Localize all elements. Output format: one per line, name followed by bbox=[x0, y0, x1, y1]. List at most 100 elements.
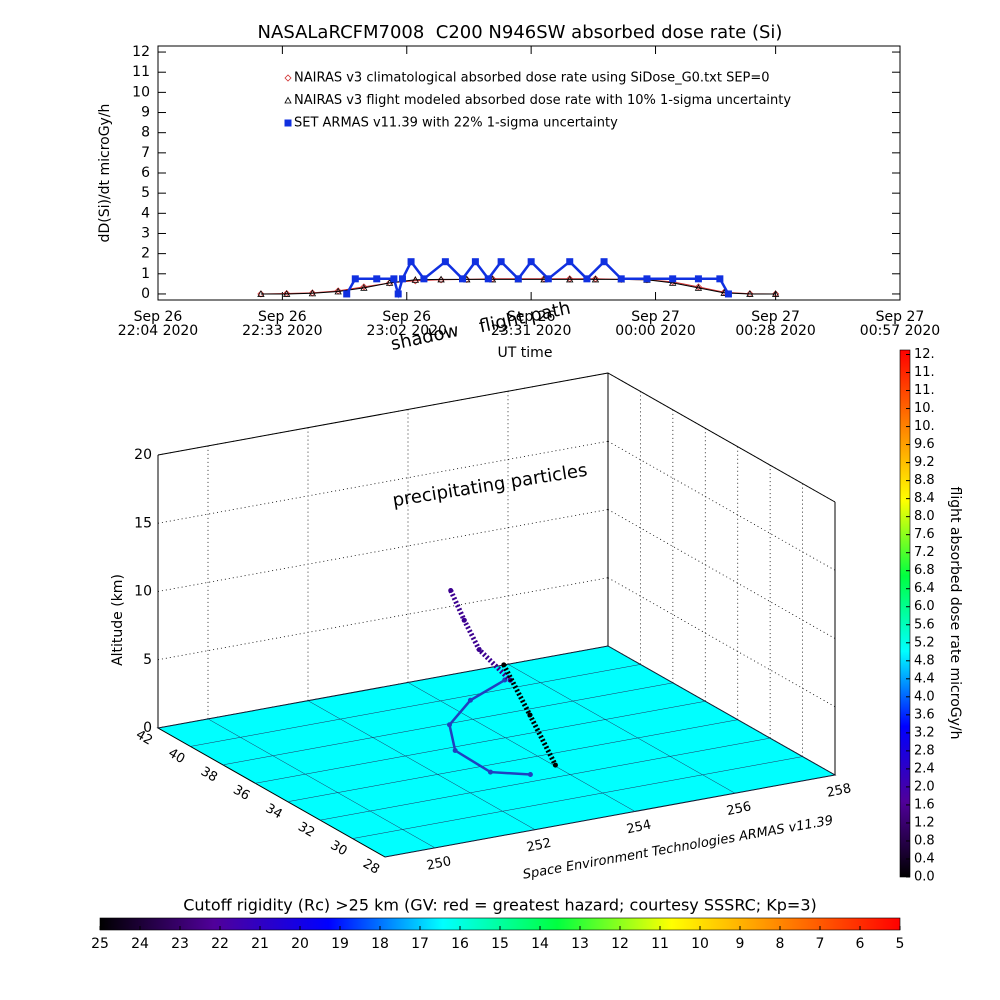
y-tick-label: 10 bbox=[132, 84, 150, 100]
marker bbox=[420, 275, 428, 283]
flight-path bbox=[448, 589, 513, 683]
marker bbox=[471, 258, 479, 266]
lon-tick-label: 258 bbox=[825, 781, 852, 801]
colorbar bbox=[899, 349, 911, 878]
legend-marker bbox=[284, 119, 292, 127]
colorbar-tick-label: 9.6 bbox=[914, 437, 935, 452]
legend-label: NAIRAS v3 flight modeled absorbed dose r… bbox=[294, 93, 791, 108]
x-axis-label: UT time bbox=[498, 345, 553, 361]
marker bbox=[437, 275, 445, 283]
y-tick-label: 3 bbox=[141, 225, 150, 241]
x-tick-label: Sep 26 bbox=[258, 309, 307, 325]
marker bbox=[385, 279, 394, 286]
floor-grid-line bbox=[407, 682, 636, 812]
colorbar-tick-label: 18 bbox=[371, 936, 389, 952]
floor-grid-line bbox=[352, 756, 803, 839]
marker bbox=[694, 275, 702, 283]
y-tick-label: 2 bbox=[141, 246, 150, 262]
marker bbox=[334, 287, 342, 295]
axis-line bbox=[607, 372, 836, 503]
marker bbox=[617, 275, 625, 283]
floor-grid-line bbox=[507, 664, 736, 794]
colorbar-tick-label: 9 bbox=[736, 936, 745, 952]
marker bbox=[694, 283, 702, 291]
lat-tick-label: 40 bbox=[166, 746, 188, 767]
colorbar-tick-label: 12. bbox=[914, 347, 935, 362]
floor-grid-line bbox=[207, 718, 436, 849]
path-point bbox=[467, 697, 473, 703]
y-tick-label: 4 bbox=[141, 205, 150, 221]
x-tick-label: Sep 26 bbox=[134, 309, 183, 325]
lat-tick-label: 42 bbox=[133, 727, 155, 748]
lon-tick-label: 250 bbox=[425, 854, 452, 874]
floor-grid-line bbox=[157, 645, 609, 729]
y-tick-label: 7 bbox=[141, 145, 150, 161]
path-point bbox=[501, 662, 507, 668]
colorbar-tick-label: 4.4 bbox=[914, 671, 935, 686]
colorbar-tick-label: 7.2 bbox=[914, 545, 935, 560]
lat-tick-label: 38 bbox=[198, 764, 220, 785]
marker bbox=[591, 275, 600, 283]
y-tick-label: 5 bbox=[141, 185, 150, 201]
marker bbox=[771, 290, 780, 297]
marker bbox=[373, 275, 381, 283]
floor-grid-line bbox=[307, 700, 536, 830]
z-tick-label: 5 bbox=[143, 652, 152, 668]
colorbar-title: Cutoff rigidity (Rc) >25 km (GV: red = g… bbox=[183, 896, 817, 915]
marker bbox=[282, 290, 291, 297]
marker bbox=[394, 290, 402, 298]
y-tick-label: 8 bbox=[141, 125, 150, 141]
legend-label: SET ARMAS v11.39 with 22% 1-sigma uncert… bbox=[294, 116, 618, 131]
grid-line bbox=[607, 440, 836, 571]
colorbar-tick-label: 0.4 bbox=[914, 851, 935, 866]
lat-tick-label: 36 bbox=[230, 783, 252, 804]
x-tick-label: 00:57 2020 bbox=[860, 323, 940, 339]
colorbar-tick-label: 16 bbox=[451, 936, 469, 952]
marker bbox=[583, 275, 591, 283]
marker bbox=[411, 276, 420, 283]
colorbar-tick-label: 15 bbox=[491, 936, 509, 952]
y-tick-label: 0 bbox=[141, 286, 150, 302]
colorbar-tick-label: 25 bbox=[91, 936, 109, 952]
colorbar-tick-label: 2.4 bbox=[914, 761, 935, 776]
colorbar-tick-label: 19 bbox=[331, 936, 349, 952]
x-tick-label: Sep 27 bbox=[876, 309, 925, 325]
colorbar-tick-label: 4.8 bbox=[914, 653, 935, 668]
colorbar-tick-label: 3.2 bbox=[914, 725, 935, 740]
floor bbox=[156, 645, 837, 858]
legend-label: NAIRAS v3 climatological absorbed dose r… bbox=[294, 71, 770, 86]
series bbox=[343, 258, 732, 299]
marker bbox=[441, 258, 449, 266]
z-tick-label: 20 bbox=[134, 447, 152, 463]
marker bbox=[390, 275, 398, 283]
chart-title: NASALaRCFM7008 C200 N946SW absorbed dose… bbox=[258, 22, 783, 43]
colorbar-tick-label: 2.0 bbox=[914, 779, 935, 794]
path-point bbox=[448, 587, 454, 593]
shadow bbox=[448, 678, 531, 776]
x-tick-label: 00:28 2020 bbox=[735, 323, 815, 339]
colorbar-tick-label: 5 bbox=[896, 936, 905, 952]
marker bbox=[566, 275, 574, 283]
colorbar-tick-label: 0.8 bbox=[914, 833, 935, 848]
colorbar-tick-label: 1.2 bbox=[914, 815, 935, 830]
marker bbox=[716, 275, 724, 283]
y-tick-label: 11 bbox=[132, 64, 150, 80]
floor-grid-line bbox=[384, 774, 836, 858]
x-tick-label: 22:04 2020 bbox=[118, 323, 198, 339]
x-tick-label: Sep 27 bbox=[751, 309, 800, 325]
colorbar-tick-label: 5.2 bbox=[914, 635, 935, 650]
floor-grid-line bbox=[607, 645, 836, 776]
marker bbox=[566, 258, 574, 266]
lon-tick-label: 256 bbox=[725, 799, 752, 819]
y-tick-label: 1 bbox=[141, 266, 150, 282]
x-tick-label: Sep 26 bbox=[507, 309, 556, 325]
colorbar-tick-label: 12 bbox=[611, 936, 629, 952]
marker bbox=[497, 258, 505, 266]
colorbar-tick-label: 8.4 bbox=[914, 491, 935, 506]
colorbar-tick-label: 10. bbox=[914, 401, 935, 416]
lat-tick-label: 34 bbox=[263, 801, 285, 822]
marker bbox=[484, 275, 492, 283]
marker bbox=[257, 290, 265, 297]
x-tick-label: Sep 26 bbox=[382, 309, 431, 325]
